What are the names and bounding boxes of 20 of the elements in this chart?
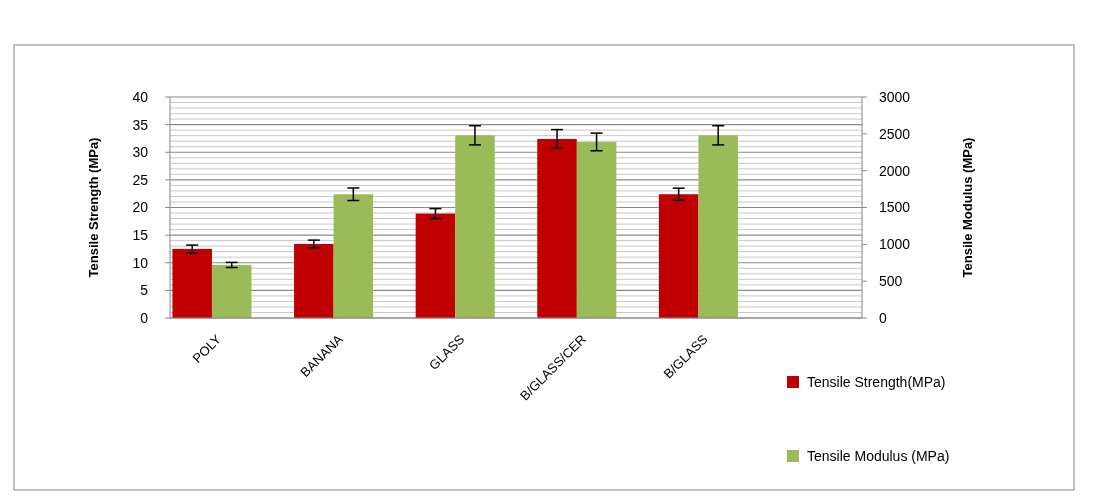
legend-label: Tensile Modulus (MPa) [807,447,950,464]
y2-tick-label: 1000 [879,236,911,253]
y-tick-label: 0 [140,309,149,326]
legend-label: Tensile Strength(MPa) [807,373,946,390]
y-axis-title: Tensile Strength (MPa) [86,137,101,278]
y-tick-label: 20 [132,199,149,216]
y2-axis-title: Tensile Modulus (MPa) [960,137,975,278]
y-tick-label: 30 [132,144,149,161]
y-tick-label: 35 [132,116,149,133]
y-tick-label: 40 [132,88,149,105]
y-tick-label: 25 [132,171,149,188]
y2-tick-label: 500 [879,273,903,290]
y2-tick-label: 2500 [879,125,911,142]
y2-tick-label: 2000 [879,162,911,179]
y2-tick-label: 0 [879,309,887,326]
y-tick-label: 5 [140,282,149,299]
y-tick-label: 10 [132,254,149,271]
y2-tick-label: 3000 [879,88,911,105]
y-tick-label: 15 [132,227,149,244]
y2-tick-label: 1500 [879,199,911,216]
